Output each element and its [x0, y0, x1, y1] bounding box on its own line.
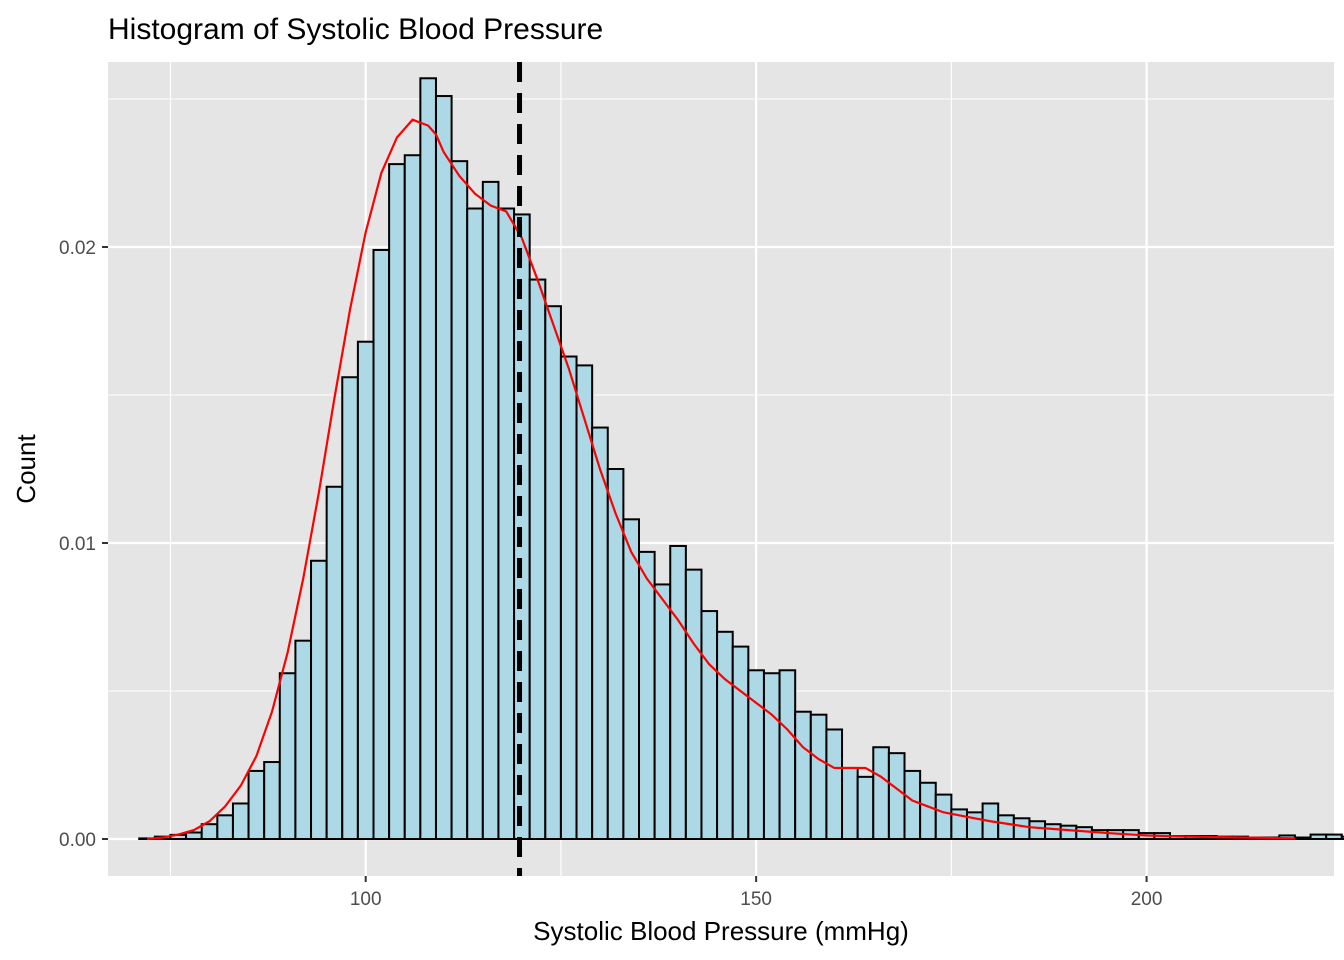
- histogram-bar: [310, 559, 328, 840]
- histogram-bar: [1309, 833, 1328, 840]
- x-tick-label: 100: [350, 889, 382, 910]
- x-tick-label: 150: [740, 889, 772, 910]
- x-tick-label: 200: [1131, 889, 1163, 910]
- histogram-bar: [653, 583, 672, 840]
- histogram-bar: [341, 376, 359, 840]
- histogram-bar: [528, 278, 547, 840]
- histogram-bar: [481, 180, 500, 840]
- histogram-bar: [1059, 824, 1078, 840]
- y-tick-label: 0.01: [59, 534, 96, 555]
- histogram-bar: [778, 669, 797, 841]
- histogram-bar: [450, 160, 469, 841]
- histogram-bar: [388, 163, 406, 840]
- y-tick-label: 0.02: [59, 238, 96, 259]
- histogram-bar: [185, 831, 203, 840]
- histogram-bar: [622, 518, 641, 840]
- histogram-bar: [419, 77, 437, 840]
- histogram-bar: [591, 426, 609, 840]
- histogram-bar: [497, 207, 516, 840]
- y-axis-title: Count: [11, 434, 41, 504]
- histogram-bar: [1340, 835, 1344, 841]
- histogram-bar: [700, 610, 719, 841]
- histogram-bar: [559, 355, 578, 840]
- histogram-bar: [278, 672, 297, 840]
- histogram-bar: [263, 761, 281, 840]
- histogram-bar: [200, 823, 219, 841]
- histogram-bar: [356, 340, 375, 840]
- axis-ticks: [102, 246, 1148, 882]
- histogram-bar: [638, 550, 656, 840]
- histogram-bar: [1012, 817, 1031, 841]
- histogram-bar: [434, 95, 453, 841]
- histogram-bar: [1028, 820, 1047, 840]
- histogram-bar: [794, 710, 812, 840]
- histogram-bar: [887, 752, 906, 840]
- histogram-bar: [731, 645, 750, 840]
- histogram-bar: [325, 485, 344, 840]
- histogram-bar: [669, 544, 687, 841]
- histogram-bar: [997, 814, 1015, 841]
- histogram-bar: [1075, 826, 1093, 840]
- histogram-bar: [1293, 836, 1312, 841]
- histogram-bar: [466, 207, 484, 840]
- histogram-bar: [809, 713, 828, 840]
- histogram-bar: [247, 769, 266, 840]
- histogram-bar: [684, 568, 703, 840]
- histogram-bar: [716, 630, 734, 840]
- histogram-bar: [762, 672, 781, 840]
- chart-title: Histogram of Systolic Blood Pressure: [108, 13, 603, 46]
- histogram-bar: [872, 746, 890, 840]
- histogram-bar: [825, 728, 844, 840]
- histogram-bar: [919, 781, 937, 841]
- histogram-bar: [372, 248, 391, 840]
- histogram-bar: [841, 766, 859, 841]
- histogram-bar: [1325, 833, 1343, 840]
- histogram-bar: [856, 775, 875, 841]
- histogram-bar: [231, 802, 250, 840]
- histogram-bar: [403, 154, 422, 841]
- histogram-bar: [216, 814, 234, 841]
- histogram-bar: [934, 793, 953, 840]
- histogram-bar: [294, 639, 313, 840]
- histogram-bar: [544, 305, 562, 840]
- axis-tick-labels: 100 150 200 0.00 0.01 0.02: [59, 238, 1162, 910]
- histogram-bar: [747, 669, 765, 841]
- histogram-bar: [1044, 823, 1062, 841]
- y-tick-label: 0.00: [59, 830, 96, 851]
- density-curve: [146, 118, 1295, 841]
- x-axis-title: Systolic Blood Pressure (mmHg): [533, 916, 909, 946]
- histogram-bar: [903, 769, 922, 840]
